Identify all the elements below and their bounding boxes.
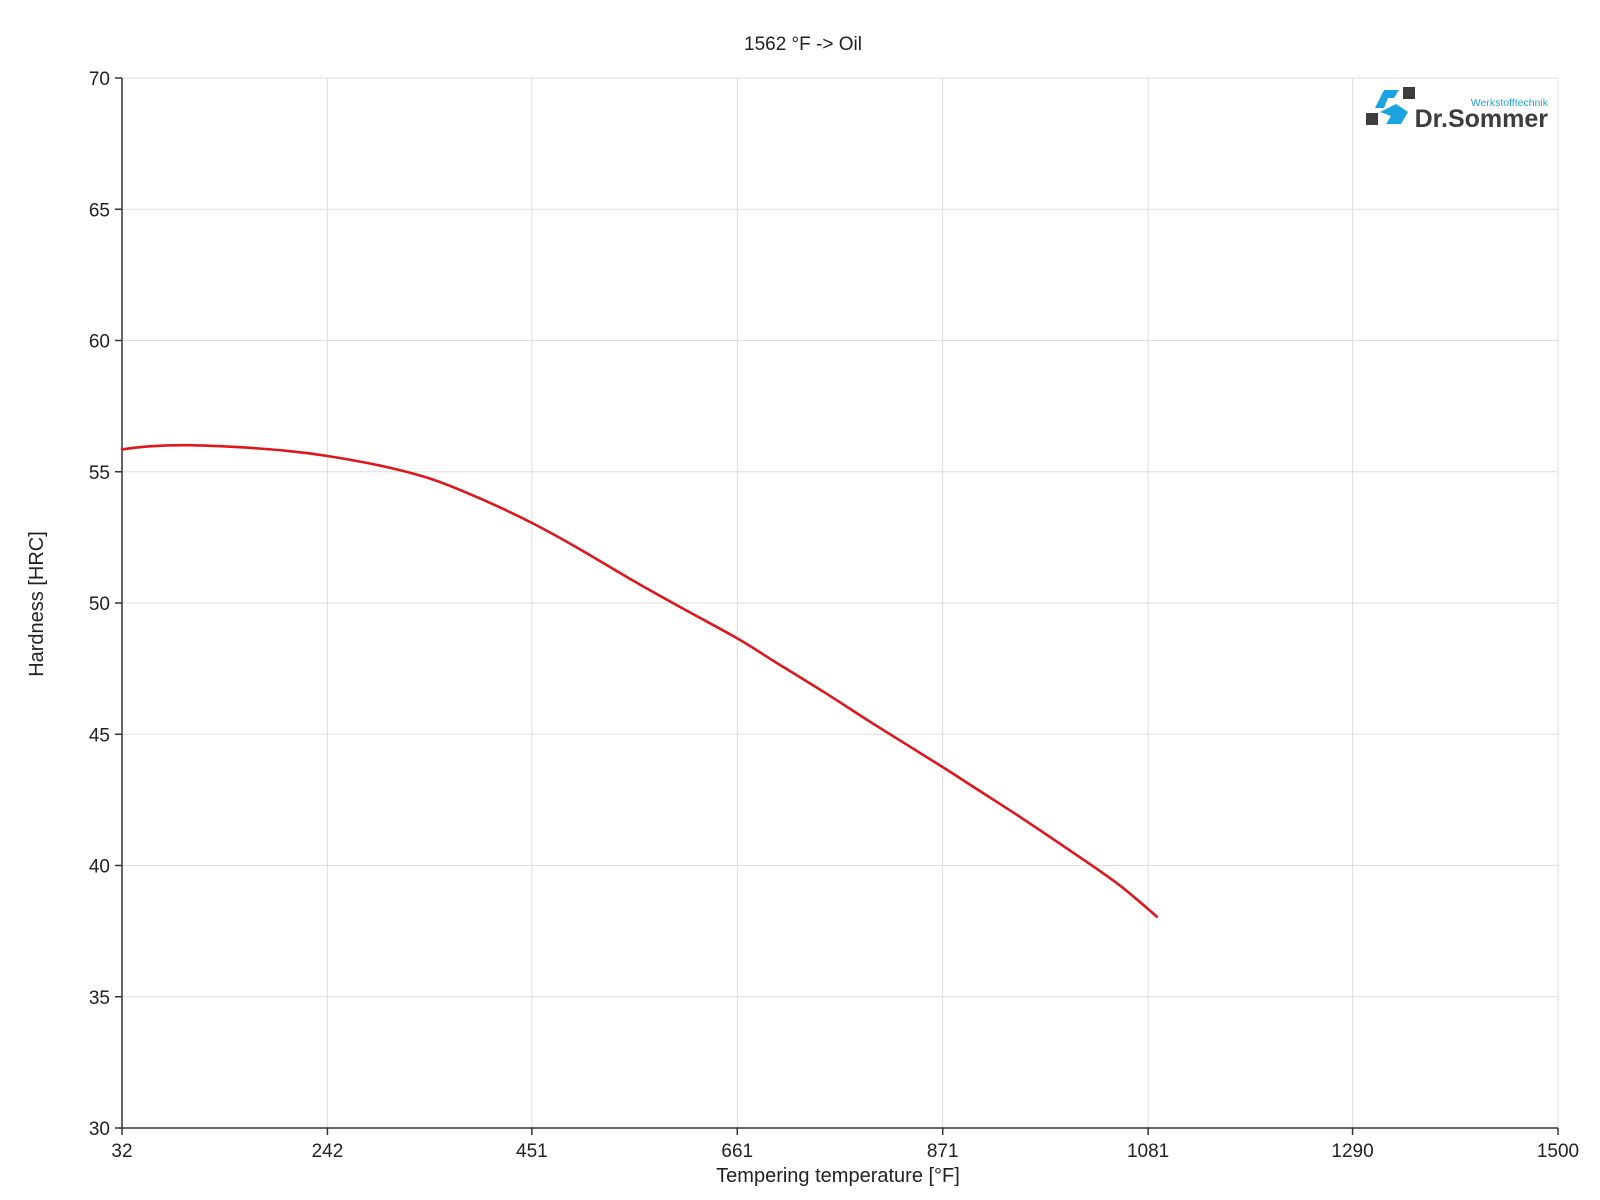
x-axis-title: Tempering temperature [°F] [716,1165,960,1187]
logo-mark-icon [1366,87,1415,125]
logo-subtitle: Werkstofftechnik [1471,97,1549,109]
x-tick-label: 1500 [1537,1141,1579,1162]
series-layer [120,443,1159,918]
y-tick-label: 35 [89,988,110,1009]
x-tick-label: 242 [312,1141,344,1162]
grid [122,77,1559,1128]
x-tick-label: 1290 [1331,1141,1373,1162]
y-tick-label: 45 [89,725,110,746]
y-tick-label: 40 [89,857,110,878]
axes [115,77,1559,1135]
y-axis-title: Hardness [HRC] [26,531,48,677]
y-tick-label: 55 [89,463,110,484]
x-tick-label: 1081 [1127,1141,1169,1162]
x-tick-label: 871 [927,1141,959,1162]
logo-name: Dr.Sommer [1415,105,1549,133]
y-tick-label: 60 [89,332,110,353]
y-tick-label: 50 [89,594,110,615]
y-tick-label: 70 [89,69,110,90]
x-tick-label: 451 [516,1141,548,1162]
hardness-curve [120,443,1159,918]
chart-title: 1562 °F -> Oil [744,34,862,55]
x-tick-label: 661 [721,1141,753,1162]
y-tick-label: 30 [89,1119,110,1140]
tick-labels: 32 242 451 661 871 1081 1290 1500 30 35 40 45 50 55 60… [89,69,1579,1162]
x-tick-label: 32 [111,1141,132,1162]
dr-sommer-logo: Werkstofftechnik Dr.Sommer [1366,87,1549,133]
y-tick-label: 65 [89,200,110,221]
